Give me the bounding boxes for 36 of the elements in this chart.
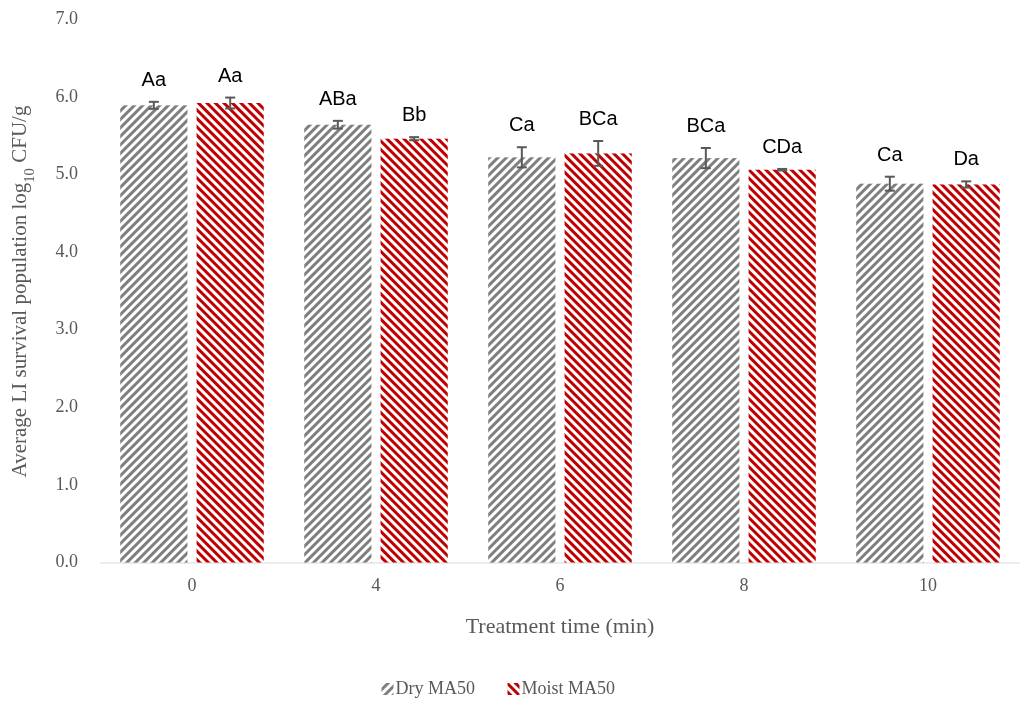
annotation: BCa	[578, 107, 619, 130]
bar	[856, 183, 924, 563]
bar	[196, 103, 264, 563]
y-tick-label: 4.0	[55, 240, 78, 261]
x-tick-label: 10	[919, 575, 937, 595]
annotation: Ca	[877, 142, 904, 165]
annotation: Ca	[509, 113, 536, 136]
bar	[748, 169, 816, 563]
x-tick-label: 4	[371, 575, 381, 595]
y-tick-label: 3.0	[55, 318, 78, 339]
x-tick-label: 6	[555, 575, 565, 595]
bar	[380, 138, 448, 563]
annotation: CDa	[762, 134, 804, 157]
bar	[672, 158, 740, 563]
y-tick-label: 5.0	[55, 163, 78, 184]
annotation: Da	[953, 147, 980, 170]
annotation: ABa	[318, 86, 358, 109]
legend-label: Moist MA50	[521, 678, 616, 698]
bar	[564, 153, 632, 563]
annotation: Bb	[401, 103, 427, 126]
y-tick-label: 1.0	[55, 473, 78, 494]
annotation: Aa	[141, 67, 167, 90]
y-tick-label: 6.0	[55, 85, 78, 106]
legend-label: Dry MA50	[395, 678, 475, 698]
bar	[304, 124, 372, 563]
annotation: Aa	[217, 63, 244, 86]
bar	[120, 105, 188, 563]
y-tick-label: 2.0	[55, 395, 78, 416]
bar	[488, 157, 556, 563]
y-tick-label: 0.0	[55, 551, 78, 572]
annotation: BCa	[686, 113, 727, 136]
x-tick-label: 8	[739, 575, 749, 595]
bar	[932, 184, 1000, 563]
y-tick-label: 7.0	[55, 8, 78, 29]
x-tick-label: 0	[187, 575, 197, 595]
x-axis-title: Treatment time (min)	[465, 613, 655, 638]
